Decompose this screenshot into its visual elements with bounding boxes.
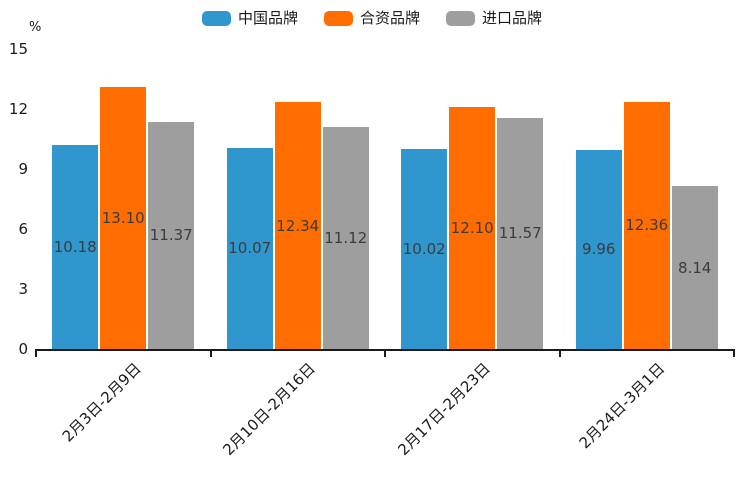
x-category-label: 2月10日-2月16日 <box>219 359 319 459</box>
x-axis-tick <box>35 349 37 357</box>
bar-value-label: 12.10 <box>450 219 494 237</box>
x-category-label: 2月17日-2月23日 <box>393 359 494 459</box>
bar-joint-venture-brand-group-1: 13.10 <box>100 87 147 349</box>
legend-label: 合资品牌 <box>359 9 420 27</box>
x-category-label: 2月3日-2月9日 <box>58 359 145 446</box>
bar-value-label: 11.57 <box>498 224 542 243</box>
y-tick-label: 3 <box>18 280 28 298</box>
bar-joint-venture-brand-group-3: 12.10 <box>449 107 496 349</box>
bar-group-4: 9.96 12.36 8.14 <box>560 49 735 349</box>
bar-group-3: 10.02 12.10 11.57 <box>385 49 560 349</box>
bar-value-label: 10.02 <box>402 239 446 258</box>
legend-swatch-joint-venture-brand <box>323 10 353 26</box>
x-category-label: 2月24日-3月1日 <box>575 359 668 453</box>
legend-item-china-brand[interactable]: 中国品牌 <box>201 9 298 27</box>
bar-value-label: 9.96 <box>582 240 616 259</box>
plot-area: 10.18 13.10 11.37 10.07 12.34 11.12 10.02 12.10… <box>36 49 734 349</box>
y-tick-label: 0 <box>18 340 28 358</box>
bar-value-label: 12.36 <box>625 216 669 235</box>
bar-value-label: 13.10 <box>101 209 145 227</box>
bar-value-label: 8.14 <box>678 258 712 277</box>
bar-china-brand-group-3: 10.02 <box>401 148 448 349</box>
y-tick-label: 15 <box>8 40 28 58</box>
bar-import-brand-group-4: 8.14 <box>671 186 718 349</box>
y-tick-label: 9 <box>18 160 28 178</box>
y-tick-label: 12 <box>8 100 28 118</box>
legend-swatch-china-brand <box>201 10 231 26</box>
legend-label: 进口品牌 <box>482 9 543 27</box>
legend-label: 中国品牌 <box>237 9 298 27</box>
legend-swatch-import-brand <box>446 10 475 26</box>
x-axis-tick <box>733 349 735 357</box>
bar-import-brand-group-2: 11.12 <box>322 126 369 349</box>
x-axis-tick <box>558 349 561 357</box>
bar-value-label: 10.07 <box>228 239 272 258</box>
y-axis-unit-label: % <box>29 20 42 35</box>
bar-value-label: 11.12 <box>324 228 368 247</box>
bar-joint-venture-brand-group-2: 12.34 <box>274 102 321 349</box>
bar-value-label: 10.18 <box>53 238 97 257</box>
bar-china-brand-group-1: 10.18 <box>52 145 99 349</box>
bar-china-brand-group-2: 10.07 <box>226 147 273 349</box>
bar-import-brand-group-1: 11.37 <box>148 121 195 349</box>
x-axis-tick <box>384 349 386 357</box>
bar-value-label: 12.34 <box>276 216 320 235</box>
legend-item-joint-venture-brand[interactable]: 合资品牌 <box>323 9 420 27</box>
y-tick-label: 6 <box>18 220 28 238</box>
bar-group-2: 10.07 12.34 11.12 <box>211 49 386 349</box>
bar-china-brand-group-4: 9.96 <box>575 149 622 349</box>
chart-legend: 中国品牌 合资品牌 进口品牌 <box>0 9 744 27</box>
bar-joint-venture-brand-group-4: 12.36 <box>623 101 670 349</box>
bar-value-label: 11.37 <box>149 226 193 245</box>
legend-item-import-brand[interactable]: 进口品牌 <box>446 9 542 27</box>
bar-group-1: 10.18 13.10 11.37 <box>36 49 211 349</box>
bar-import-brand-group-3: 11.57 <box>497 117 544 349</box>
x-axis-tick <box>209 349 212 357</box>
